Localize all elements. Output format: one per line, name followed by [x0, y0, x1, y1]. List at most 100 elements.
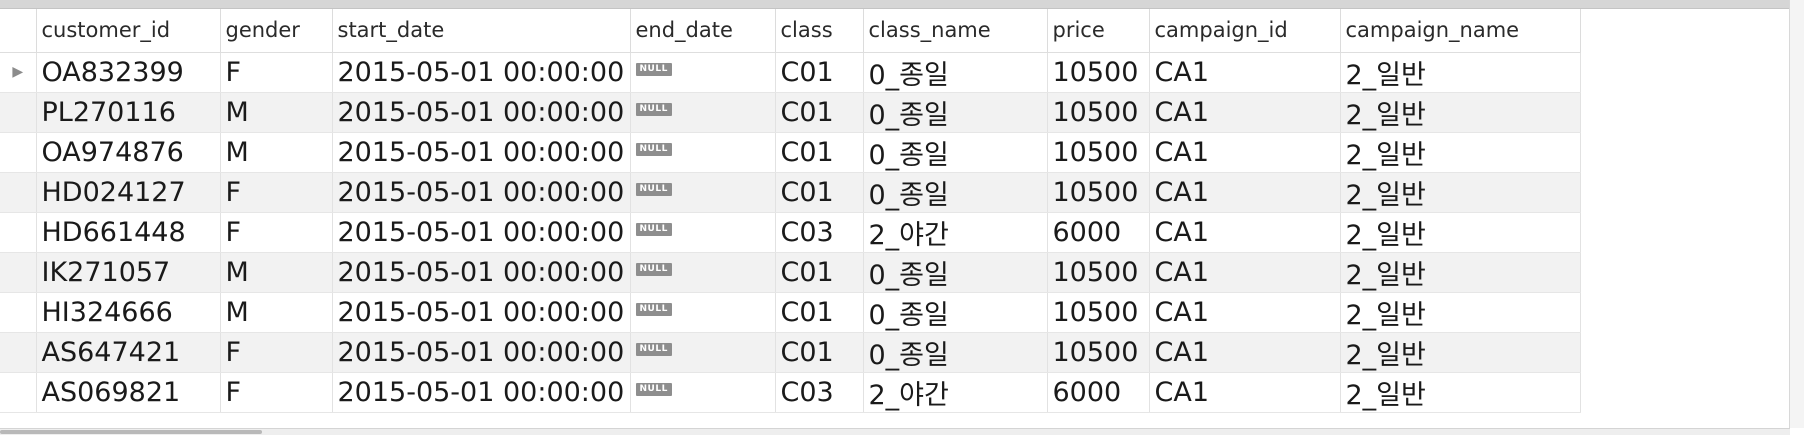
- column-header-campaign-name[interactable]: campaign_name: [1340, 9, 1581, 53]
- cell-price[interactable]: 6000: [1047, 372, 1150, 413]
- cell-class-name[interactable]: 0_종일: [863, 292, 1048, 333]
- cell-customer-id[interactable]: PL270116: [36, 92, 221, 133]
- cell-customer-id[interactable]: AS647421: [36, 332, 221, 373]
- cell-price[interactable]: 10500: [1047, 332, 1150, 373]
- cell-class[interactable]: C01: [775, 332, 864, 373]
- cell-campaign-id[interactable]: CA1: [1149, 172, 1341, 213]
- cell-campaign-name[interactable]: 2_일반: [1340, 372, 1581, 413]
- cell-gender[interactable]: M: [220, 252, 333, 293]
- cell-class[interactable]: C03: [775, 372, 864, 413]
- column-header-class-name[interactable]: class_name: [863, 9, 1048, 53]
- cell-start-date[interactable]: 2015-05-01 00:00:00: [332, 52, 631, 93]
- horizontal-scrollbar[interactable]: [0, 428, 1790, 435]
- cell-end-date[interactable]: NULL: [630, 332, 776, 373]
- cell-class[interactable]: C01: [775, 92, 864, 133]
- table-row[interactable]: AS069821 F 2015-05-01 00:00:00 NULL C03 2_야간 6…: [0, 372, 1581, 413]
- table-row[interactable]: AS647421 F 2015-05-01 00:00:00 NULL C01 0_종일 1…: [0, 332, 1581, 373]
- row-header-cell[interactable]: [0, 132, 37, 173]
- cell-class-name[interactable]: 2_야간: [863, 212, 1048, 253]
- cell-campaign-name[interactable]: 2_일반: [1340, 252, 1581, 293]
- cell-price[interactable]: 10500: [1047, 252, 1150, 293]
- cell-campaign-name[interactable]: 2_일반: [1340, 332, 1581, 373]
- cell-class[interactable]: C01: [775, 132, 864, 173]
- cell-campaign-id[interactable]: CA1: [1149, 332, 1341, 373]
- cell-class[interactable]: C01: [775, 252, 864, 293]
- cell-campaign-name[interactable]: 2_일반: [1340, 172, 1581, 213]
- cell-customer-id[interactable]: OA832399: [36, 52, 221, 93]
- column-header-campaign-id[interactable]: campaign_id: [1149, 9, 1341, 53]
- cell-class-name[interactable]: 0_종일: [863, 52, 1048, 93]
- cell-gender[interactable]: M: [220, 92, 333, 133]
- cell-class-name[interactable]: 0_종일: [863, 332, 1048, 373]
- column-header-customer-id[interactable]: customer_id: [36, 9, 221, 53]
- cell-start-date[interactable]: 2015-05-01 00:00:00: [332, 132, 631, 173]
- cell-end-date[interactable]: NULL: [630, 212, 776, 253]
- cell-end-date[interactable]: NULL: [630, 132, 776, 173]
- cell-gender[interactable]: F: [220, 52, 333, 93]
- table-row[interactable]: ▶ OA832399 F 2015-05-01 00:00:00 NULL C01 0_종일…: [0, 52, 1581, 93]
- cell-end-date[interactable]: NULL: [630, 372, 776, 413]
- cell-gender[interactable]: F: [220, 332, 333, 373]
- row-header-cell[interactable]: [0, 292, 37, 333]
- table-row[interactable]: IK271057 M 2015-05-01 00:00:00 NULL C01 0_종일 1…: [0, 252, 1581, 293]
- cell-campaign-name[interactable]: 2_일반: [1340, 292, 1581, 333]
- horizontal-scrollbar-thumb[interactable]: [0, 430, 262, 434]
- row-header-cell[interactable]: [0, 212, 37, 253]
- row-header-cell[interactable]: [0, 372, 37, 413]
- row-header-cell[interactable]: [0, 172, 37, 213]
- cell-class-name[interactable]: 2_야간: [863, 372, 1048, 413]
- cell-campaign-name[interactable]: 2_일반: [1340, 52, 1581, 93]
- cell-class-name[interactable]: 0_종일: [863, 92, 1048, 133]
- cell-price[interactable]: 10500: [1047, 172, 1150, 213]
- row-header-cell[interactable]: [0, 92, 37, 133]
- vertical-scrollbar[interactable]: [1789, 0, 1804, 428]
- cell-campaign-name[interactable]: 2_일반: [1340, 92, 1581, 133]
- cell-campaign-name[interactable]: 2_일반: [1340, 212, 1581, 253]
- cell-campaign-id[interactable]: CA1: [1149, 212, 1341, 253]
- cell-price[interactable]: 6000: [1047, 212, 1150, 253]
- cell-price[interactable]: 10500: [1047, 92, 1150, 133]
- table-row[interactable]: HD024127 F 2015-05-01 00:00:00 NULL C01 0_종일 1…: [0, 172, 1581, 213]
- cell-start-date[interactable]: 2015-05-01 00:00:00: [332, 212, 631, 253]
- cell-price[interactable]: 10500: [1047, 292, 1150, 333]
- cell-customer-id[interactable]: OA974876: [36, 132, 221, 173]
- cell-gender[interactable]: M: [220, 292, 333, 333]
- row-header-cell[interactable]: [0, 332, 37, 373]
- cell-customer-id[interactable]: IK271057: [36, 252, 221, 293]
- row-header-cell[interactable]: [0, 252, 37, 293]
- table-row[interactable]: OA974876 M 2015-05-01 00:00:00 NULL C01 0_종일 1…: [0, 132, 1581, 173]
- cell-class-name[interactable]: 0_종일: [863, 132, 1048, 173]
- cell-gender[interactable]: F: [220, 372, 333, 413]
- cell-customer-id[interactable]: AS069821: [36, 372, 221, 413]
- cell-gender[interactable]: M: [220, 132, 333, 173]
- cell-end-date[interactable]: NULL: [630, 252, 776, 293]
- cell-class[interactable]: C03: [775, 212, 864, 253]
- cell-campaign-id[interactable]: CA1: [1149, 292, 1341, 333]
- cell-campaign-id[interactable]: CA1: [1149, 52, 1341, 93]
- result-grid[interactable]: customer_id gender start_date end_date class…: [0, 9, 1804, 435]
- column-header-class[interactable]: class: [775, 9, 864, 53]
- table-row[interactable]: HI324666 M 2015-05-01 00:00:00 NULL C01 0_종일 1…: [0, 292, 1581, 333]
- table-row[interactable]: HD661448 F 2015-05-01 00:00:00 NULL C03 2_야간 6…: [0, 212, 1581, 253]
- cell-gender[interactable]: F: [220, 212, 333, 253]
- cell-start-date[interactable]: 2015-05-01 00:00:00: [332, 172, 631, 213]
- cell-end-date[interactable]: NULL: [630, 92, 776, 133]
- cell-class[interactable]: C01: [775, 292, 864, 333]
- cell-campaign-name[interactable]: 2_일반: [1340, 132, 1581, 173]
- cell-customer-id[interactable]: HD024127: [36, 172, 221, 213]
- cell-campaign-id[interactable]: CA1: [1149, 92, 1341, 133]
- column-header-end-date[interactable]: end_date: [630, 9, 776, 53]
- cell-end-date[interactable]: NULL: [630, 172, 776, 213]
- cell-campaign-id[interactable]: CA1: [1149, 132, 1341, 173]
- table-row[interactable]: PL270116 M 2015-05-01 00:00:00 NULL C01 0_종일 1…: [0, 92, 1581, 133]
- cell-start-date[interactable]: 2015-05-01 00:00:00: [332, 292, 631, 333]
- cell-gender[interactable]: F: [220, 172, 333, 213]
- cell-customer-id[interactable]: HI324666: [36, 292, 221, 333]
- cell-class-name[interactable]: 0_종일: [863, 252, 1048, 293]
- cell-start-date[interactable]: 2015-05-01 00:00:00: [332, 332, 631, 373]
- cell-end-date[interactable]: NULL: [630, 52, 776, 93]
- cell-price[interactable]: 10500: [1047, 132, 1150, 173]
- cell-price[interactable]: 10500: [1047, 52, 1150, 93]
- cell-class[interactable]: C01: [775, 172, 864, 213]
- row-header-cell[interactable]: ▶: [0, 52, 37, 93]
